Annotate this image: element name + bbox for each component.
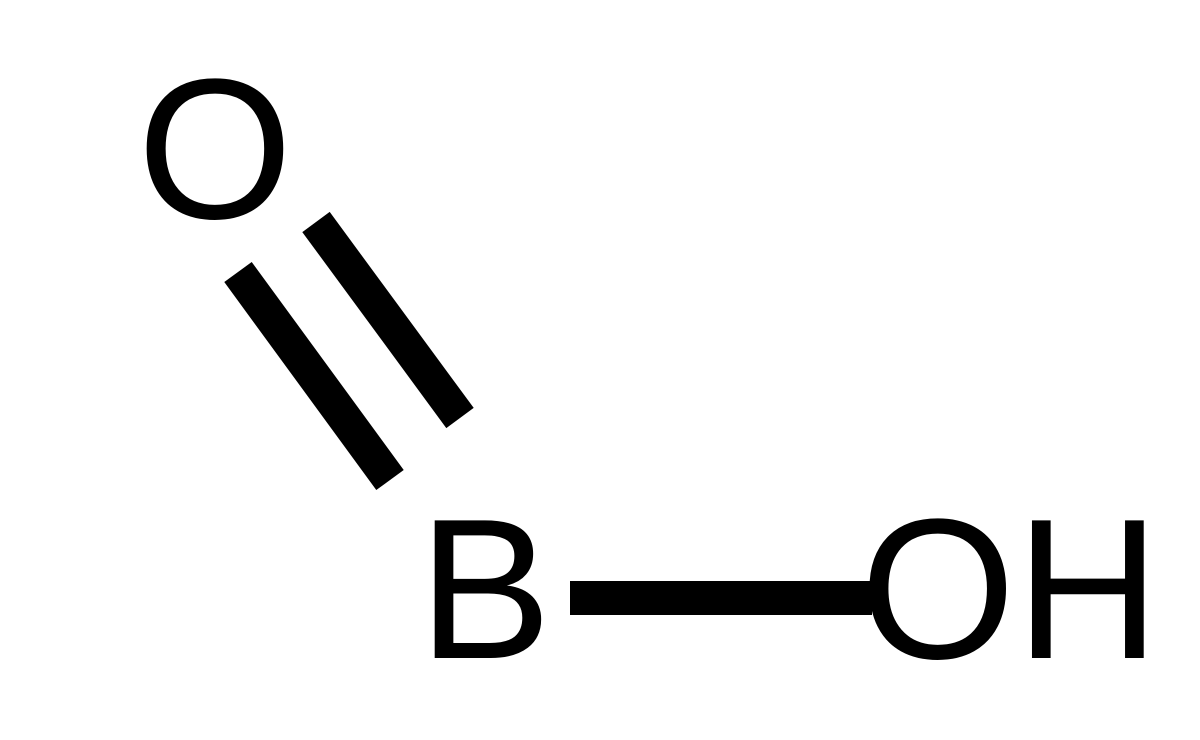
atom-hydroxyl: OH [860,490,1160,690]
atom-boron: B [418,490,551,690]
molecule-diagram: O B OH [0,0,1200,740]
atom-oxygen-top: O [137,50,293,250]
